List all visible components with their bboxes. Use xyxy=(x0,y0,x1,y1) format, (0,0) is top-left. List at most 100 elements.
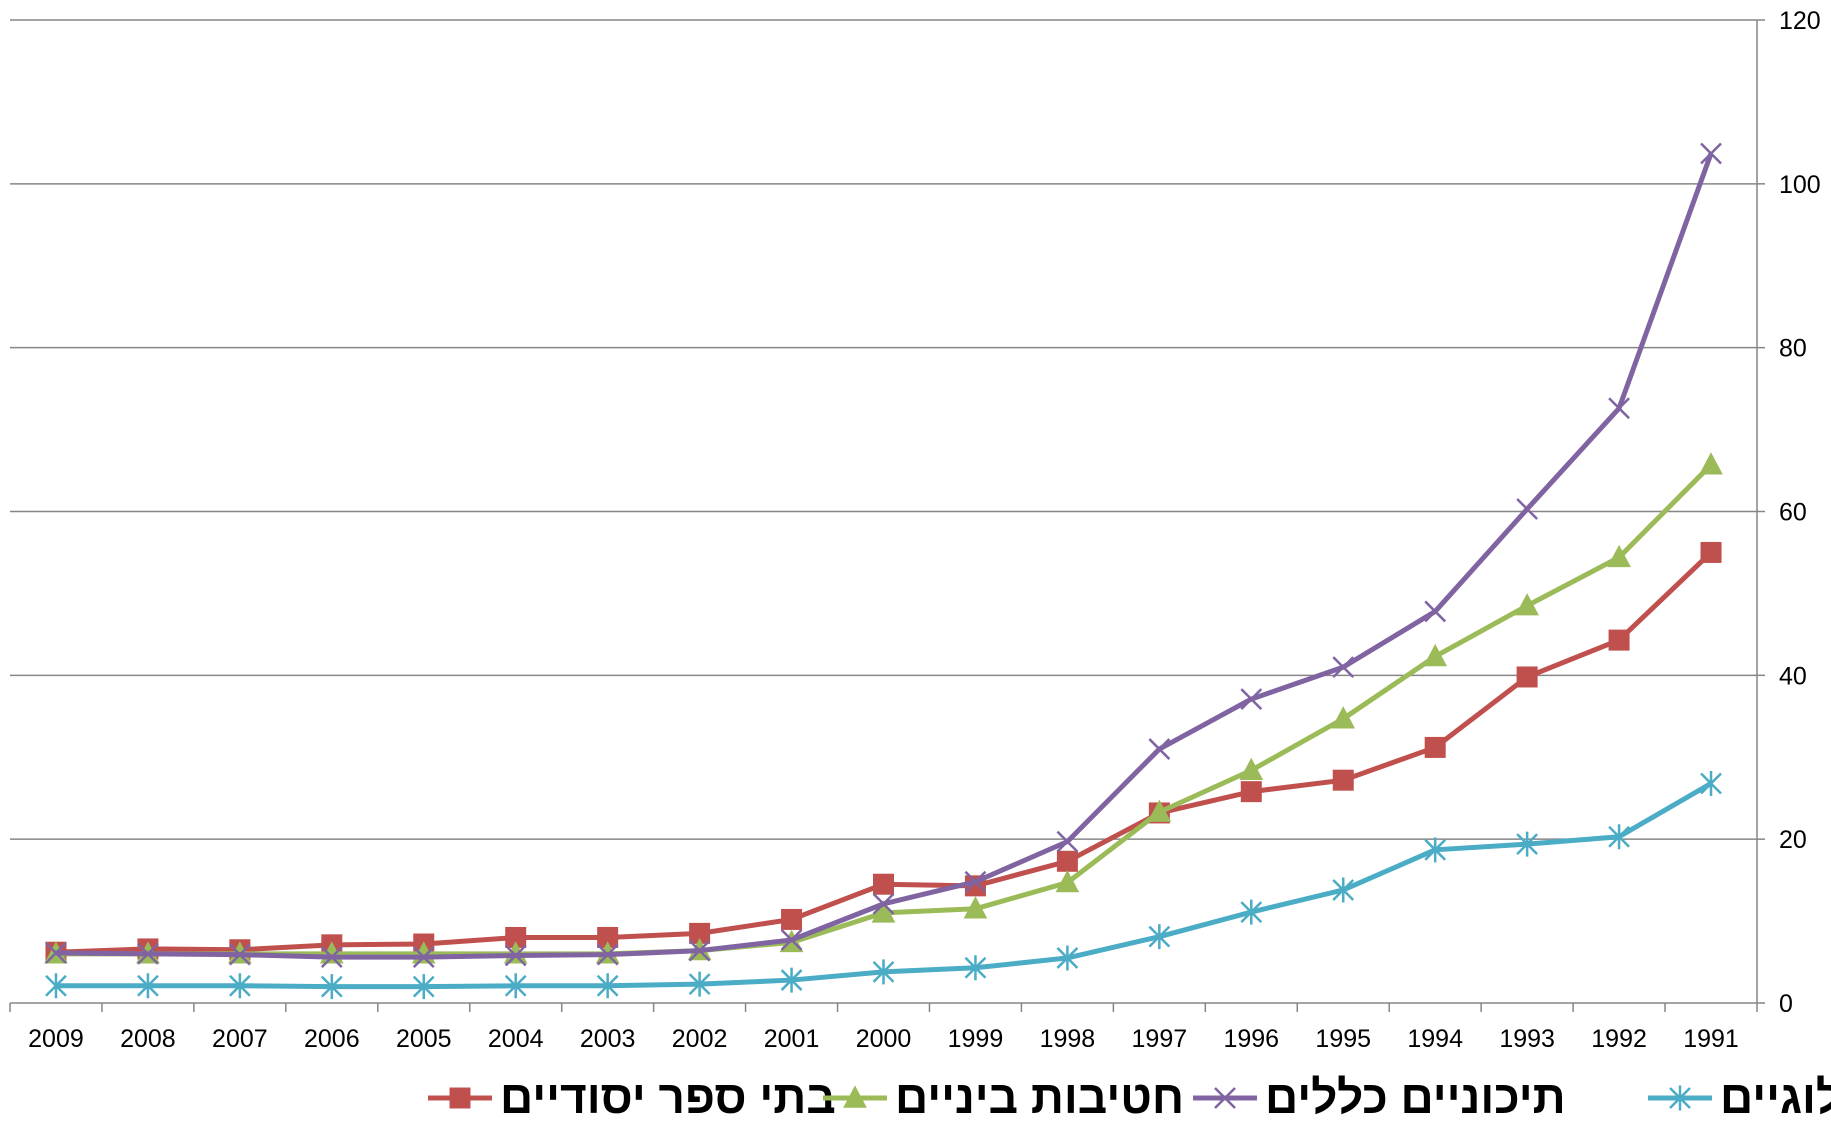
data-point xyxy=(1148,924,1171,950)
data-point xyxy=(688,971,711,997)
x-tick-label: 2006 xyxy=(304,1025,360,1053)
data-point xyxy=(1608,824,1630,850)
data-point xyxy=(137,973,159,999)
data-point xyxy=(1607,544,1631,568)
data-point xyxy=(45,973,67,999)
data-point xyxy=(1331,706,1356,729)
x-tick-label: 1995 xyxy=(1315,1025,1371,1053)
data-point xyxy=(1516,666,1538,688)
data-point xyxy=(596,943,619,966)
data-point xyxy=(1056,830,1079,853)
asterisk-marker-icon xyxy=(1669,1085,1691,1111)
legend-item-1: בתי ספר יסודיים xyxy=(428,1071,836,1123)
data-point xyxy=(780,967,803,993)
x-axis-tick-labels: 2009 2008 2007 2006 2005 2004 2003 2002 2001 2000… xyxy=(28,1025,1739,1053)
data-point xyxy=(1240,688,1263,710)
data-point xyxy=(688,939,711,962)
legend-label: תיכוניים טכנלוגיים xyxy=(1720,1071,1831,1123)
legend-label: תיכוניים כללים xyxy=(1265,1071,1566,1123)
y-tick-label: 0 xyxy=(1779,990,1793,1018)
series-1 xyxy=(45,541,1722,963)
data-point xyxy=(1516,831,1539,857)
data-point xyxy=(1515,593,1539,616)
data-point xyxy=(412,974,435,1000)
legend-label: חטיבות ביניים xyxy=(895,1071,1184,1123)
data-point xyxy=(1332,769,1354,791)
data-point xyxy=(1424,600,1447,623)
data-point xyxy=(320,946,343,969)
legend-item-3: תיכוניים כללים xyxy=(1193,1071,1566,1123)
data-point xyxy=(1148,738,1171,760)
y-axis-tick-labels: 0 20 40 60 80 100 120 xyxy=(1779,7,1821,1018)
data-point xyxy=(1516,498,1539,520)
data-point xyxy=(1147,799,1172,822)
data-point xyxy=(781,908,803,930)
y-tick-label: 80 xyxy=(1779,335,1807,363)
y-tick-label: 60 xyxy=(1779,499,1807,527)
data-point xyxy=(504,973,527,999)
data-point xyxy=(596,973,619,999)
data-point xyxy=(1699,452,1723,475)
data-point xyxy=(780,929,803,951)
data-point xyxy=(872,892,895,915)
series-lines xyxy=(44,142,1723,1000)
data-point xyxy=(872,959,895,985)
gridlines xyxy=(10,19,1757,840)
data-point xyxy=(1424,736,1446,758)
x-tick-label: 2007 xyxy=(212,1025,268,1053)
data-point xyxy=(1700,770,1722,796)
y-tick-label: 20 xyxy=(1779,826,1807,854)
x-tick-label: 1992 xyxy=(1591,1025,1647,1053)
data-point xyxy=(1056,850,1078,872)
data-point xyxy=(1240,899,1263,925)
x-tick-label: 2001 xyxy=(764,1025,820,1053)
y-tick-label: 40 xyxy=(1779,662,1807,690)
data-point xyxy=(412,946,435,969)
series-3 xyxy=(45,142,1722,969)
data-point xyxy=(871,900,896,923)
legend: בתי ספר יסודיים חטיבות ביניים תיכוניים כלל… xyxy=(428,1071,1831,1123)
data-point xyxy=(1423,643,1448,667)
data-point xyxy=(228,973,251,999)
data-point xyxy=(1332,877,1355,903)
data-point xyxy=(137,942,159,965)
data-point xyxy=(1239,757,1264,781)
x-tick-label: 2004 xyxy=(488,1025,544,1053)
x-tick-label: 2009 xyxy=(28,1025,84,1053)
series-4 xyxy=(45,770,1722,1000)
x-tick-label: 2003 xyxy=(580,1025,636,1053)
x-tick-label: 1994 xyxy=(1407,1025,1463,1053)
x-tick-label: 2005 xyxy=(396,1025,452,1053)
data-point xyxy=(320,974,343,1000)
data-point xyxy=(228,943,251,966)
data-point xyxy=(45,942,67,964)
data-point xyxy=(1056,945,1079,971)
x-tick-label: 1996 xyxy=(1223,1025,1279,1053)
axes xyxy=(9,19,1765,1012)
x-tick-label: 1999 xyxy=(948,1025,1004,1053)
square-marker-icon xyxy=(449,1087,471,1109)
triangle-marker-icon xyxy=(843,1085,867,1108)
data-point xyxy=(1424,837,1447,863)
x-tick-label: 1993 xyxy=(1499,1025,1555,1053)
data-point xyxy=(1700,142,1722,165)
data-point xyxy=(1055,870,1080,893)
x-tick-label: 2000 xyxy=(856,1025,912,1053)
data-point xyxy=(964,870,987,893)
x-tick-label: 1997 xyxy=(1132,1025,1188,1053)
series-line xyxy=(55,152,1714,960)
cross-marker-icon xyxy=(1214,1087,1236,1109)
y-tick-label: 100 xyxy=(1779,171,1821,199)
legend-item-4: תיכוניים טכנלוגיים xyxy=(1648,1071,1831,1123)
x-tick-label: 1998 xyxy=(1040,1025,1096,1053)
data-point xyxy=(1240,781,1262,803)
data-point xyxy=(1608,629,1630,651)
y-tick-label: 120 xyxy=(1779,7,1821,35)
legend-item-2: חטיבות ביניים xyxy=(823,1071,1184,1123)
data-point xyxy=(873,873,894,895)
data-point xyxy=(964,955,987,981)
x-tick-label: 2002 xyxy=(672,1025,728,1053)
legend-label: בתי ספר יסודיים xyxy=(500,1071,836,1123)
x-tick-label: 1991 xyxy=(1683,1025,1739,1053)
